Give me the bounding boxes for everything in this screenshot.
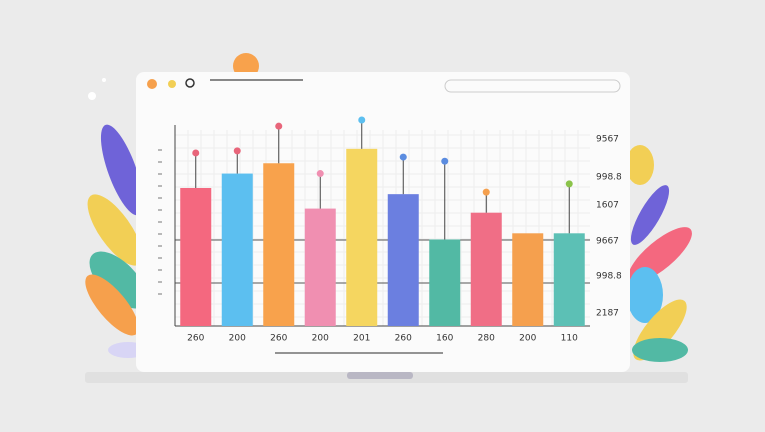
pin	[358, 116, 366, 124]
bar	[512, 233, 544, 326]
bar	[304, 208, 336, 326]
bar	[553, 233, 585, 326]
bar	[263, 163, 295, 326]
bar	[180, 187, 212, 326]
x-tick-label: 200	[229, 334, 246, 344]
bar	[429, 239, 461, 326]
x-tick-label: 260	[187, 334, 204, 344]
right-axis-label: 9667	[596, 237, 619, 247]
pin	[482, 188, 490, 196]
x-tick-label: 160	[436, 334, 453, 344]
notch	[347, 372, 413, 379]
bar	[470, 212, 502, 326]
x-tick-label: 201	[353, 334, 370, 344]
plot: 260 200 260 200 201 260 160 280 200 110 9567 998.8 1…	[158, 116, 622, 344]
window-button[interactable]	[185, 78, 195, 88]
bar	[346, 148, 378, 326]
right-axis-label: 998.8	[596, 272, 622, 282]
right-axis-label: 1607	[596, 201, 619, 211]
x-tick-label: 260	[395, 334, 412, 344]
bar	[387, 194, 419, 326]
pin	[316, 170, 324, 178]
x-tick-label: 260	[270, 334, 287, 344]
x-tick-label: 200	[312, 334, 329, 344]
pin	[565, 180, 573, 188]
pin	[441, 157, 449, 165]
leaves	[85, 53, 692, 362]
window-button[interactable]	[168, 80, 176, 88]
x-tick-label: 200	[519, 334, 536, 344]
address-bar[interactable]	[444, 79, 621, 93]
pin	[192, 149, 200, 157]
pin	[399, 153, 407, 161]
x-tick-label: 110	[561, 334, 578, 344]
right-axis-label: 998.8	[596, 173, 622, 183]
window-button[interactable]	[147, 79, 157, 89]
right-axis-label: 9567	[596, 135, 619, 145]
bar	[221, 173, 253, 326]
pin	[275, 122, 283, 130]
right-axis-label: 2187	[596, 309, 619, 319]
x-tick-label: 280	[478, 334, 495, 344]
pin	[233, 147, 241, 155]
